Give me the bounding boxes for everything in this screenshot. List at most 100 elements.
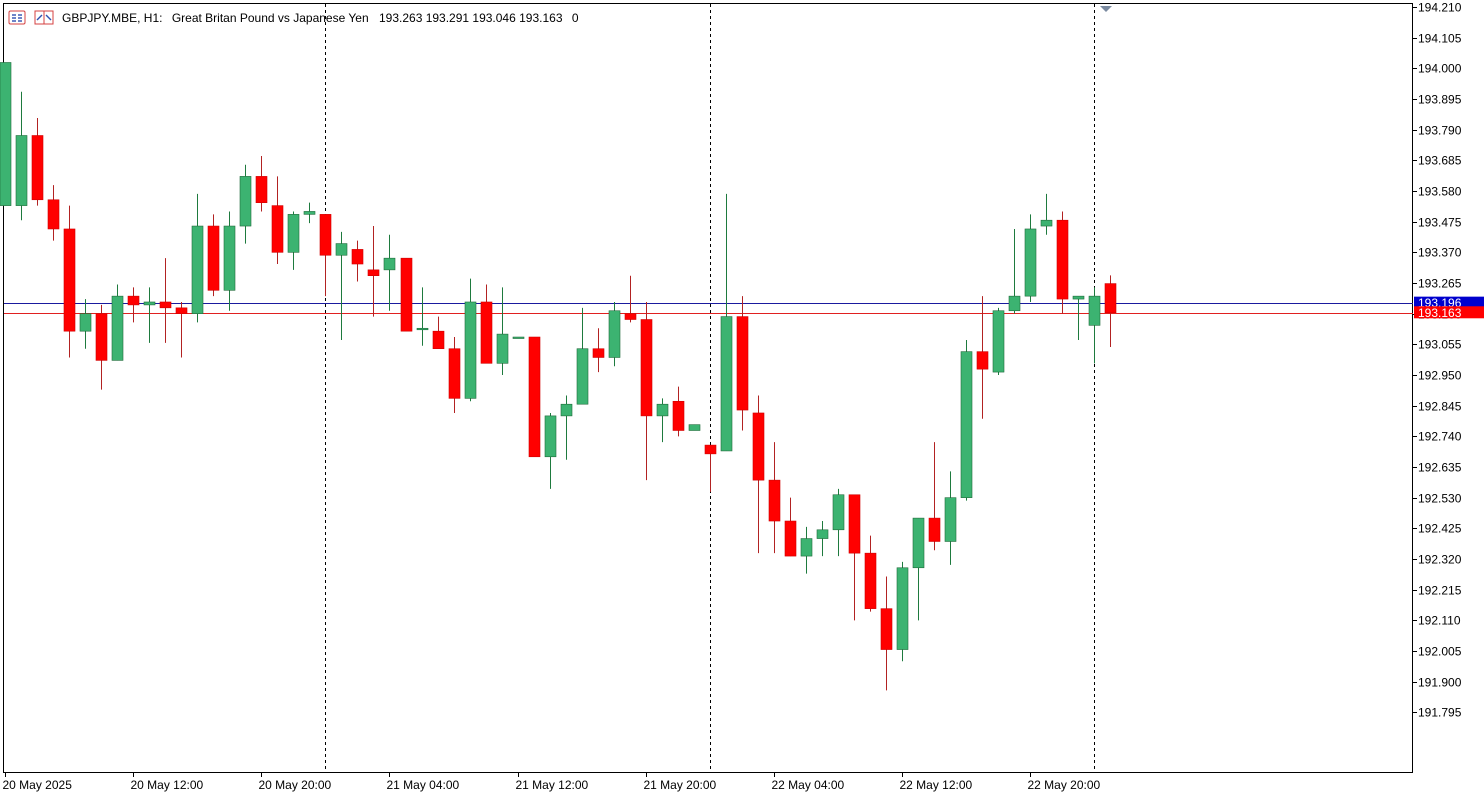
price-tick-label: 192.635	[1418, 461, 1462, 475]
candle[interactable]	[47, 185, 60, 241]
candle[interactable]	[239, 164, 252, 244]
candle[interactable]	[1040, 193, 1053, 235]
candle[interactable]	[800, 526, 813, 574]
candle[interactable]	[912, 517, 925, 621]
candle[interactable]	[496, 287, 509, 375]
candle[interactable]	[944, 471, 957, 565]
candle[interactable]	[127, 287, 140, 323]
candle[interactable]	[704, 444, 717, 492]
candle[interactable]	[255, 155, 268, 212]
candle[interactable]	[464, 278, 477, 402]
candle[interactable]	[960, 339, 973, 501]
candle-body-bullish	[239, 176, 252, 227]
candle[interactable]	[319, 214, 332, 297]
candle[interactable]	[864, 535, 877, 612]
candle[interactable]	[79, 299, 92, 349]
candle[interactable]	[1008, 228, 1021, 314]
candle[interactable]	[63, 205, 76, 358]
candle[interactable]	[416, 287, 429, 346]
candle[interactable]	[848, 494, 861, 621]
candle[interactable]	[400, 257, 413, 332]
candle[interactable]	[432, 316, 445, 350]
candle[interactable]	[383, 234, 396, 311]
candle[interactable]	[672, 386, 685, 437]
candle[interactable]	[271, 176, 284, 265]
symbol-properties-icon[interactable]	[34, 10, 54, 25]
candle-body-bearish	[976, 351, 989, 370]
candle-body-bullish	[608, 310, 621, 358]
candle[interactable]	[31, 117, 44, 206]
candle[interactable]	[544, 412, 557, 489]
candle-body-bearish	[768, 479, 781, 522]
candle-body-bearish	[784, 520, 797, 557]
candle[interactable]	[832, 488, 845, 557]
candle[interactable]	[175, 301, 188, 358]
candle[interactable]	[15, 91, 28, 221]
candle[interactable]	[752, 395, 765, 554]
candle[interactable]	[992, 307, 1005, 375]
price-tick-label: 193.265	[1418, 277, 1462, 291]
candle[interactable]	[111, 284, 124, 361]
candle-body-bullish	[688, 424, 701, 431]
candle[interactable]	[768, 442, 781, 554]
candle[interactable]	[784, 497, 797, 557]
candle[interactable]	[1072, 295, 1085, 340]
candle[interactable]	[1056, 211, 1069, 314]
candle[interactable]	[351, 240, 364, 282]
candle-body-bearish	[1056, 219, 1069, 300]
candle[interactable]	[223, 211, 236, 311]
candle[interactable]	[159, 258, 172, 343]
candle[interactable]	[1088, 287, 1101, 364]
candle[interactable]	[624, 275, 637, 323]
time-axis[interactable]: 20 May 2025 20 May 12:00 20 May 20:00 21 Ma…	[3, 773, 1101, 792]
candle-body-bullish	[832, 494, 845, 531]
candle[interactable]	[656, 398, 669, 443]
price-lines	[4, 303, 1413, 314]
candle[interactable]	[896, 561, 909, 662]
candle[interactable]	[512, 336, 525, 339]
candle[interactable]	[448, 337, 461, 413]
candles[interactable]	[0, 62, 1117, 691]
time-tick-label: 22 May 20:00	[1028, 778, 1101, 792]
candle[interactable]	[335, 231, 348, 340]
price-axis[interactable]: 194.210 194.105 194.000 193.895 193.790 193.6…	[1413, 1, 1484, 720]
price-tick-label: 194.210	[1418, 1, 1462, 15]
candle[interactable]	[736, 296, 749, 431]
candle-body-bullish	[912, 517, 925, 569]
time-tick-label: 20 May 2025	[3, 778, 73, 792]
candle[interactable]	[688, 424, 701, 431]
candle[interactable]	[720, 193, 733, 452]
candle[interactable]	[191, 193, 204, 323]
candle[interactable]	[640, 301, 653, 481]
candle-body-bearish	[848, 494, 861, 554]
candle[interactable]	[303, 202, 316, 224]
candle-body-bullish	[287, 214, 300, 253]
candle[interactable]	[1104, 275, 1117, 347]
candle[interactable]	[143, 287, 156, 343]
candle[interactable]	[480, 284, 493, 364]
candle[interactable]	[928, 442, 941, 551]
chart-menu-icon[interactable]	[8, 10, 26, 25]
candle[interactable]	[608, 301, 621, 367]
chart-header: GBPJPY.MBE, H1: Great Britan Pound vs Ja…	[8, 10, 579, 25]
candle[interactable]	[576, 307, 589, 405]
candle[interactable]	[287, 211, 300, 270]
price-tick-label: 191.795	[1418, 706, 1462, 720]
candle[interactable]	[207, 214, 220, 297]
candle[interactable]	[880, 576, 893, 691]
candle[interactable]	[528, 336, 541, 458]
chart-shift-marker-icon[interactable]	[1100, 6, 1112, 12]
candle-body-bullish	[335, 243, 348, 256]
candle[interactable]	[367, 226, 380, 317]
candle[interactable]	[95, 304, 108, 390]
candle[interactable]	[816, 521, 829, 557]
candle-body-bearish	[1104, 283, 1117, 314]
candle[interactable]	[976, 296, 989, 419]
candle[interactable]	[592, 328, 605, 373]
candle[interactable]	[0, 62, 12, 206]
candle-body-bullish	[656, 403, 669, 417]
candle[interactable]	[1024, 214, 1037, 302]
candle-body-bullish	[1024, 228, 1037, 297]
candle[interactable]	[560, 395, 573, 460]
